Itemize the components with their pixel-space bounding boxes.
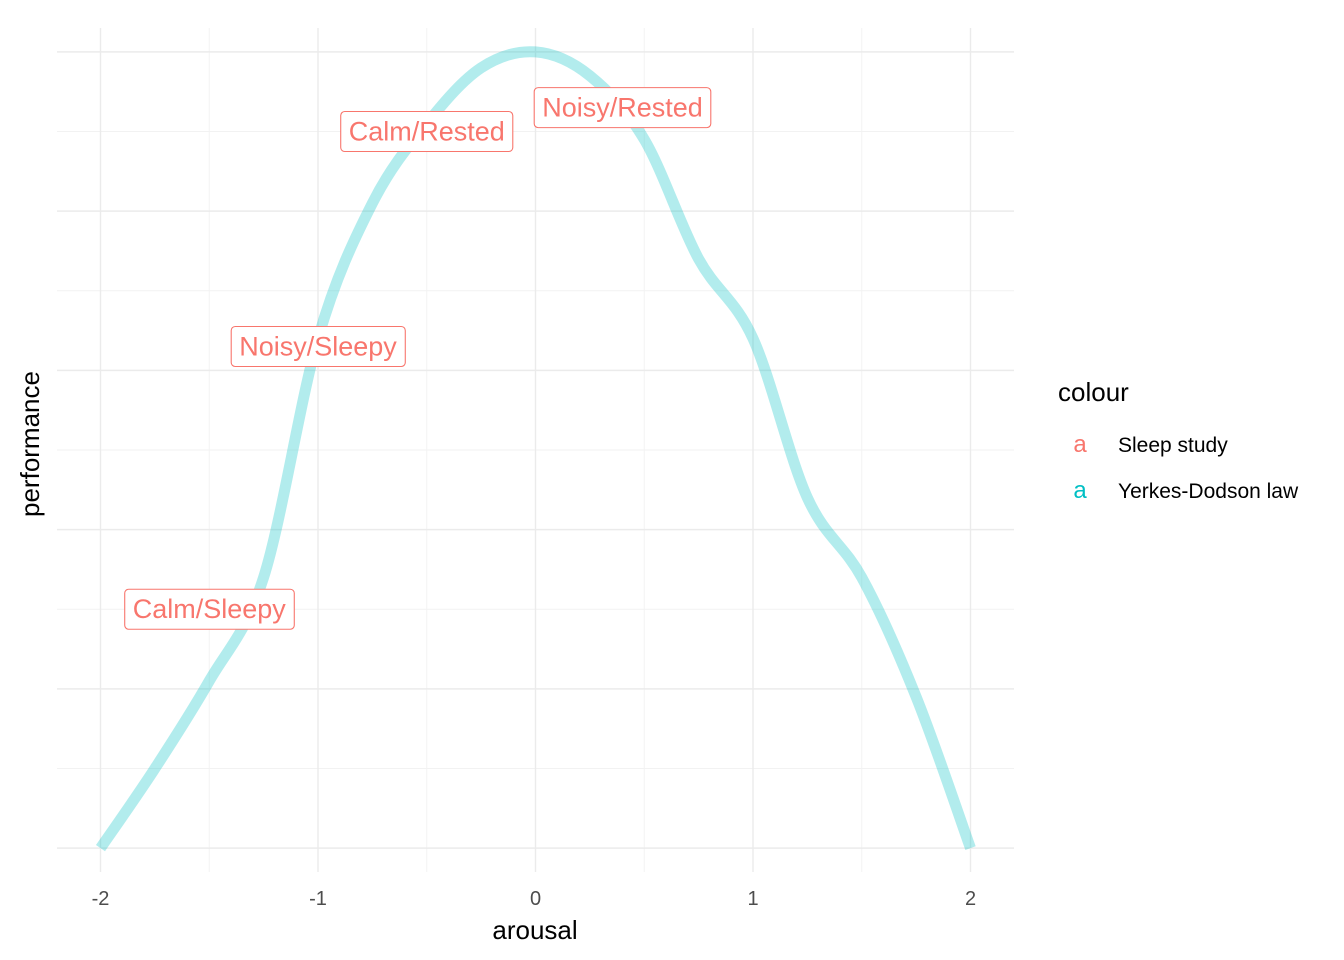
x-tick-labels: -2 -1 0 1 2	[92, 888, 976, 910]
x-tick-label: 2	[965, 888, 976, 910]
legend-key-glyph: a	[1073, 477, 1087, 504]
label-text: Calm/Sleepy	[133, 594, 287, 624]
legend-key-glyph: a	[1073, 431, 1087, 458]
label-text: Calm/Rested	[349, 117, 505, 147]
label-box	[124, 588, 295, 630]
x-tick-label: 0	[530, 888, 541, 910]
legend-entries: a Sleep study a Yerkes-Dodson law	[1073, 431, 1299, 504]
x-axis-title: arousal	[492, 915, 577, 945]
legend-title: colour	[1058, 377, 1129, 407]
label-text: Noisy/Rested	[542, 93, 703, 123]
legend: colour a Sleep study a Yerkes-Dodson law	[1058, 377, 1299, 504]
label-box	[230, 325, 406, 368]
label-text: Noisy/Sleepy	[239, 331, 397, 361]
x-tick-label: -1	[309, 888, 327, 910]
grid-major	[57, 28, 1014, 872]
legend-entry-label: Sleep study	[1118, 434, 1228, 457]
x-tick-label: -2	[92, 888, 110, 910]
legend-entry-label: Yerkes-Dodson law	[1118, 480, 1299, 503]
x-tick-label: 1	[747, 888, 758, 910]
sleep-study-label: Noisy/Sleepy	[230, 325, 406, 368]
y-axis-title: performance	[15, 371, 45, 517]
sleep-study-labels: Calm/Sleepy Noisy/Sleepy Calm/Rested Noisy/…	[124, 87, 712, 630]
label-box	[340, 110, 514, 153]
label-box	[533, 87, 712, 129]
sleep-study-label: Calm/Sleepy	[124, 588, 295, 630]
sleep-study-label: Calm/Rested	[340, 110, 514, 153]
sleep-study-label: Noisy/Rested	[533, 87, 712, 129]
